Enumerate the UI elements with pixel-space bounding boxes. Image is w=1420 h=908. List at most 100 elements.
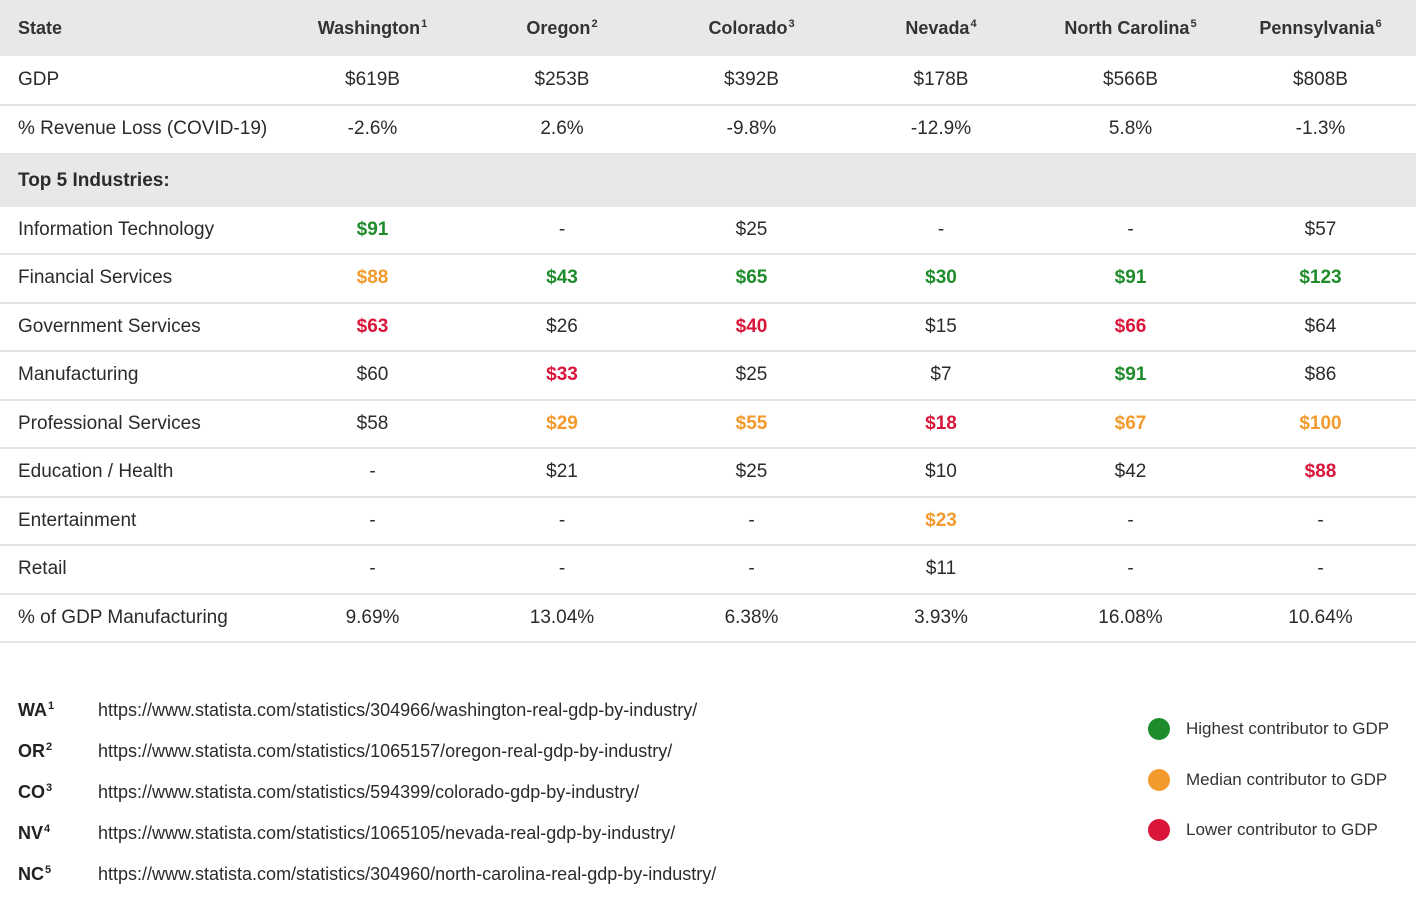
state-footnote-mark: 3 [788, 17, 795, 30]
table-row: GDP $619B $253B $392B $178B $566B $808B [0, 56, 1416, 106]
value-cell: 13.04% [529, 606, 595, 628]
state-name: Colorado [708, 17, 788, 38]
footnote-code: CO3 [18, 782, 98, 803]
value-cell: $58 [356, 412, 389, 434]
state-footnote-mark: 5 [1190, 17, 1197, 30]
value-cell: $25 [735, 461, 768, 483]
state-footnote-mark: 1 [421, 17, 428, 30]
value-cell: $392B [724, 69, 779, 90]
row-label: GDP [18, 69, 60, 90]
state-footnote-mark: 2 [591, 17, 598, 30]
footnote-code-text: CO [18, 782, 45, 802]
value-cell: $67 [1114, 412, 1147, 434]
table-row: Education / Health - $21 $25 $10 $42 $88 [0, 449, 1416, 498]
industry-label: Professional Services [18, 412, 201, 434]
value-cell: $23 [925, 509, 957, 531]
legend-item: Lower contributor to GDP [1148, 805, 1389, 856]
legend-item: Highest contributor to GDP [1148, 704, 1389, 755]
gdp-table: State Washington1 Oregon2 Colorado3 Nevada4 N… [0, 0, 1416, 643]
value-cell: $55 [735, 412, 768, 434]
row-label: % of GDP Manufacturing [18, 606, 228, 628]
industry-label: Retail [18, 558, 67, 580]
footnote-url[interactable]: https://www.statista.com/statistics/3049… [98, 864, 717, 884]
value-cell: $10 [925, 461, 957, 483]
section-row: Top 5 Industries: [0, 154, 1416, 207]
legend-dot-icon [1148, 768, 1170, 791]
value-cell: $11 [925, 558, 957, 580]
value-cell: $100 [1299, 412, 1342, 434]
table-row: Government Services $63 $26 $40 $15 $66 $64 [0, 304, 1416, 352]
footnote-item: CO3 https://www.statista.com/statistics/5… [18, 772, 716, 813]
value-cell: 3.93% [914, 606, 968, 628]
value-cell: -12.9% [910, 118, 972, 140]
legend-label: Highest contributor to GDP [1186, 719, 1390, 739]
industry-label: Education / Health [18, 461, 174, 483]
table-row: Information Technology $91 - $25 - - $57 [0, 207, 1416, 255]
state-name: Oregon [526, 17, 591, 38]
footnote-item: NV4 https://www.statista.com/statistics/1… [18, 813, 716, 854]
value-cell: $91 [1114, 267, 1147, 289]
value-cell: $91 [1114, 364, 1147, 386]
value-cell: $25 [735, 218, 768, 240]
state-name: Washington [317, 17, 421, 38]
footnote-item: OR2 https://www.statista.com/statistics/1… [18, 731, 716, 772]
footnote-item: WA1 https://www.statista.com/statistics/3… [18, 690, 716, 731]
footnote-url[interactable]: https://www.statista.com/statistics/5943… [98, 782, 640, 802]
value-cell: 5.8% [1108, 118, 1153, 140]
value-cell: $15 [925, 315, 957, 337]
legend: Highest contributor to GDP Median contrib… [1148, 704, 1389, 856]
legend-dot-icon [1148, 718, 1170, 741]
value-cell: -9.8% [726, 118, 777, 140]
header-state-label: State [18, 17, 63, 38]
value-cell: - [937, 218, 945, 240]
footnote-url[interactable]: https://www.statista.com/statistics/1065… [98, 823, 676, 843]
value-cell: $86 [1304, 364, 1337, 386]
footnotes: WA1 https://www.statista.com/statistics/3… [18, 690, 716, 895]
section-label: Top 5 Industries: [18, 169, 170, 191]
value-cell: - [1127, 558, 1134, 580]
value-cell: $88 [1304, 461, 1337, 483]
value-cell: - [558, 558, 566, 580]
footnote-code: NV4 [18, 823, 98, 844]
footnote-url[interactable]: https://www.statista.com/statistics/1065… [98, 741, 673, 761]
footnote-code-mark: 1 [48, 700, 55, 712]
value-cell: $29 [546, 412, 578, 434]
value-cell: $64 [1304, 315, 1337, 337]
industry-label: Financial Services [18, 267, 173, 289]
footnote-code: WA1 [18, 700, 98, 721]
industry-label: Entertainment [18, 509, 137, 531]
value-cell: $123 [1299, 267, 1342, 289]
footnote-code: OR2 [18, 741, 98, 762]
industry-label: Information Technology [18, 218, 215, 240]
value-cell: -1.3% [1295, 118, 1346, 140]
value-cell: - [1127, 509, 1134, 531]
value-cell: $18 [925, 412, 957, 434]
table-row: Retail - - - $11 - - [0, 546, 1416, 595]
value-cell: $253B [534, 69, 590, 90]
footnote-code-mark: 5 [45, 864, 52, 876]
value-cell: - [1127, 218, 1134, 240]
value-cell: - [369, 558, 376, 580]
value-cell: $21 [546, 461, 578, 483]
value-cell: 2.6% [540, 118, 584, 140]
value-cell: $26 [546, 315, 578, 337]
value-cell: 9.69% [345, 606, 400, 628]
value-cell: $33 [546, 364, 578, 386]
legend-dot-icon [1148, 819, 1170, 842]
footnote-code-text: NC [18, 864, 44, 884]
value-cell: - [369, 509, 376, 531]
table-row: Manufacturing $60 $33 $25 $7 $91 $86 [0, 352, 1416, 401]
value-cell: $25 [735, 364, 768, 386]
footnote-code-mark: 3 [46, 782, 53, 794]
footnote-url[interactable]: https://www.statista.com/statistics/3049… [98, 700, 698, 720]
value-cell: $88 [356, 267, 389, 289]
value-cell: $66 [1114, 315, 1147, 337]
footnote-code-text: WA [18, 700, 47, 720]
value-cell: - [1317, 509, 1324, 531]
table-row: Professional Services $58 $29 $55 $18 $67 $100 [0, 401, 1416, 449]
value-cell: $57 [1304, 218, 1337, 240]
header-state: Pennsylvania6 [1225, 18, 1416, 39]
value-cell: - [748, 558, 755, 580]
value-cell: $566B [1103, 69, 1158, 90]
footnote-code-mark: 4 [44, 823, 51, 835]
